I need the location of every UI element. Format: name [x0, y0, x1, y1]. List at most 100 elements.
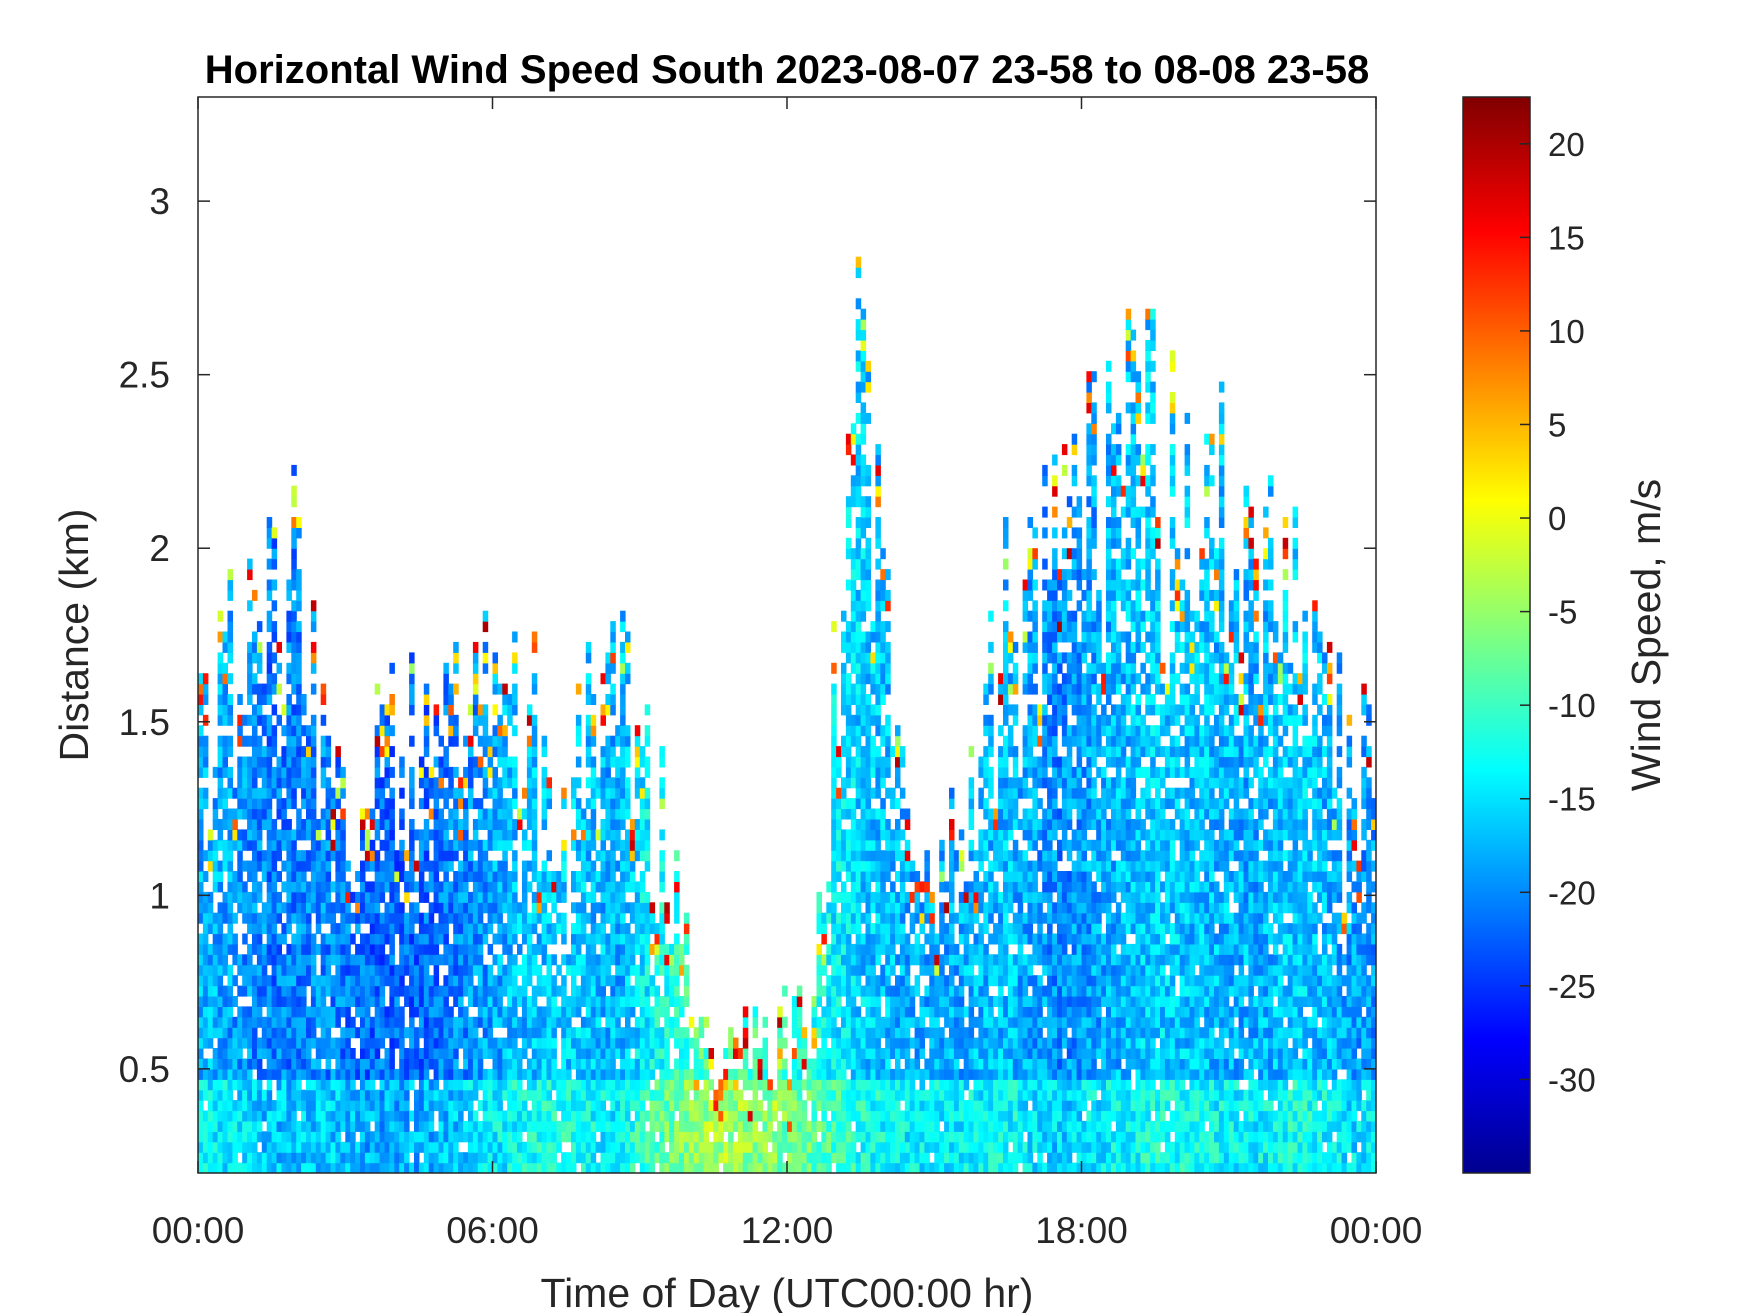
heatmap-cell — [551, 1016, 557, 1028]
heatmap-cell — [831, 871, 837, 882]
heatmap-cell — [791, 1068, 798, 1080]
heatmap-cell — [507, 777, 513, 789]
heatmap-cell — [600, 1079, 606, 1091]
heatmap-cell — [625, 1006, 631, 1018]
heatmap-cell — [438, 1141, 444, 1153]
heatmap-cell — [580, 964, 587, 976]
heatmap-cell — [247, 1141, 253, 1153]
heatmap-cell — [870, 829, 876, 841]
heatmap-cell — [831, 704, 837, 716]
heatmap-cell — [389, 1048, 395, 1059]
heatmap-cell — [600, 1027, 606, 1039]
heatmap-cell — [831, 662, 837, 674]
heatmap-cell — [271, 902, 278, 914]
heatmap-cell — [453, 1089, 459, 1101]
heatmap-cell — [522, 923, 528, 935]
heatmap-cell — [546, 1089, 552, 1101]
heatmap-cell — [610, 1110, 616, 1122]
heatmap-cell — [340, 1100, 346, 1112]
heatmap-cell — [335, 1141, 341, 1153]
heatmap-cell — [310, 1152, 317, 1164]
heatmap-cell — [836, 756, 842, 768]
heatmap-cell — [237, 1016, 243, 1028]
heatmap-cell — [350, 1027, 356, 1039]
heatmap-cell — [855, 1058, 862, 1070]
heatmap-cell — [276, 1131, 282, 1143]
heatmap-cell — [890, 829, 896, 841]
heatmap-cell — [418, 996, 425, 1007]
heatmap-cell — [492, 1079, 498, 1091]
heatmap-cell — [335, 871, 341, 882]
heatmap-cell — [438, 756, 444, 768]
heatmap-cell — [335, 1016, 341, 1028]
heatmap-cell — [502, 819, 508, 830]
heatmap-cell — [733, 1068, 739, 1080]
heatmap-cell — [747, 1141, 754, 1153]
heatmap-cell — [477, 1079, 484, 1091]
heatmap-cell — [625, 662, 631, 674]
heatmap-cell — [536, 912, 543, 924]
heatmap-cell — [649, 1016, 656, 1028]
heatmap-cell — [325, 798, 332, 810]
heatmap-cell — [379, 1131, 386, 1143]
heatmap-cell — [625, 860, 631, 872]
heatmap-cell — [418, 860, 425, 872]
heatmap-cell — [409, 860, 415, 872]
heatmap-cell — [301, 943, 307, 955]
heatmap-cell — [909, 1016, 916, 1028]
heatmap-cell — [580, 954, 587, 966]
heatmap-cell — [865, 1100, 871, 1112]
heatmap-cell — [364, 933, 371, 945]
heatmap-cell — [610, 871, 616, 882]
heatmap-cell — [929, 996, 935, 1007]
heatmap-cell — [222, 1058, 228, 1070]
heatmap-cell — [399, 787, 405, 799]
heatmap-cell — [845, 1037, 852, 1049]
heatmap-cell — [448, 1068, 454, 1080]
heatmap-cell — [320, 777, 327, 789]
heatmap-cell — [895, 1079, 901, 1091]
heatmap-cell — [575, 943, 582, 955]
heatmap-cell — [551, 933, 557, 945]
heatmap-cell — [433, 891, 440, 903]
heatmap-cell — [821, 964, 827, 976]
heatmap-cell — [252, 850, 258, 862]
heatmap-cell — [831, 850, 837, 862]
heatmap-cell — [644, 943, 651, 955]
heatmap-cell — [571, 777, 577, 789]
heatmap-cell — [571, 996, 577, 1007]
heatmap-cell — [845, 579, 852, 591]
heatmap-cell — [198, 798, 204, 810]
heatmap-cell — [320, 996, 327, 1007]
heatmap-cell — [374, 1120, 381, 1132]
heatmap-cell — [674, 1141, 680, 1153]
heatmap-cell — [433, 902, 440, 914]
heatmap-cell — [463, 1089, 469, 1101]
heatmap-cell — [369, 1037, 376, 1049]
heatmap-cell — [448, 725, 454, 737]
heatmap-cell — [458, 1110, 464, 1122]
heatmap-cell — [325, 1162, 332, 1173]
heatmap-cell — [325, 850, 332, 862]
heatmap-cell — [845, 933, 852, 945]
heatmap-cell — [463, 954, 469, 966]
heatmap-cell — [256, 923, 263, 935]
heatmap-cell — [301, 1048, 307, 1059]
heatmap-cell — [428, 1027, 435, 1039]
heatmap-cell — [423, 1089, 430, 1101]
heatmap-cell — [757, 1068, 764, 1080]
heatmap-cell — [306, 1048, 312, 1059]
heatmap-cell — [355, 902, 361, 914]
heatmap-cell — [409, 943, 415, 955]
heatmap-cell — [202, 943, 209, 955]
heatmap-cell — [256, 756, 263, 768]
heatmap-cell — [531, 1068, 538, 1080]
heatmap-cell — [271, 829, 278, 841]
heatmap-cell — [453, 808, 459, 820]
heatmap-cell — [256, 683, 263, 695]
heatmap-cell — [350, 954, 356, 966]
heatmap-cell — [222, 954, 228, 966]
heatmap-cell — [227, 912, 233, 924]
heatmap-cell — [639, 1068, 646, 1080]
heatmap-cell — [423, 1120, 430, 1132]
